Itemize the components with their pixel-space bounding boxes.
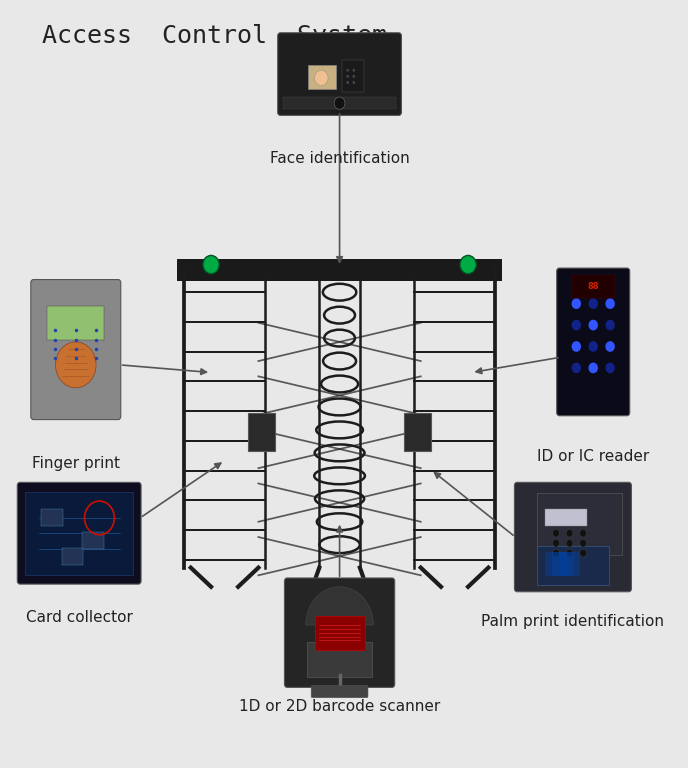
FancyBboxPatch shape xyxy=(552,551,574,576)
FancyBboxPatch shape xyxy=(545,509,587,526)
FancyBboxPatch shape xyxy=(284,578,395,687)
FancyBboxPatch shape xyxy=(314,616,365,650)
Circle shape xyxy=(203,256,219,274)
Circle shape xyxy=(352,81,355,84)
Circle shape xyxy=(588,341,598,352)
Circle shape xyxy=(588,298,598,309)
Wedge shape xyxy=(305,587,374,625)
Circle shape xyxy=(580,549,586,557)
Circle shape xyxy=(572,341,581,352)
Text: Palm print identification: Palm print identification xyxy=(482,614,665,629)
FancyBboxPatch shape xyxy=(545,551,567,576)
Circle shape xyxy=(346,68,349,71)
Text: 1D or 2D barcode scanner: 1D or 2D barcode scanner xyxy=(239,700,440,714)
FancyBboxPatch shape xyxy=(17,482,141,584)
Text: Face identification: Face identification xyxy=(270,151,409,166)
Circle shape xyxy=(580,539,586,547)
FancyBboxPatch shape xyxy=(278,33,402,115)
FancyBboxPatch shape xyxy=(307,642,372,677)
Circle shape xyxy=(588,319,598,330)
Ellipse shape xyxy=(56,342,96,388)
FancyBboxPatch shape xyxy=(62,548,83,564)
Circle shape xyxy=(352,68,355,71)
FancyBboxPatch shape xyxy=(178,260,502,280)
Text: Card collector: Card collector xyxy=(25,610,133,625)
FancyBboxPatch shape xyxy=(537,492,622,554)
FancyBboxPatch shape xyxy=(404,413,431,451)
Circle shape xyxy=(588,362,598,373)
FancyBboxPatch shape xyxy=(308,65,336,89)
FancyBboxPatch shape xyxy=(557,268,630,415)
Circle shape xyxy=(566,539,573,547)
Circle shape xyxy=(580,529,586,537)
Text: Access  Control  System: Access Control System xyxy=(42,25,387,48)
Circle shape xyxy=(346,74,349,78)
Circle shape xyxy=(552,529,559,537)
Circle shape xyxy=(572,319,581,330)
Circle shape xyxy=(552,549,559,557)
Text: Finger print: Finger print xyxy=(32,456,120,471)
Circle shape xyxy=(314,70,328,85)
FancyBboxPatch shape xyxy=(572,276,615,297)
FancyBboxPatch shape xyxy=(311,686,368,698)
Text: 88: 88 xyxy=(588,283,599,291)
Circle shape xyxy=(566,549,573,557)
Circle shape xyxy=(334,97,345,109)
FancyBboxPatch shape xyxy=(248,413,275,451)
Circle shape xyxy=(572,298,581,309)
FancyBboxPatch shape xyxy=(25,492,133,575)
Circle shape xyxy=(605,362,615,373)
Circle shape xyxy=(552,539,559,547)
FancyBboxPatch shape xyxy=(47,306,104,339)
Circle shape xyxy=(605,319,615,330)
Text: ID or IC reader: ID or IC reader xyxy=(537,449,649,464)
Circle shape xyxy=(605,298,615,309)
FancyBboxPatch shape xyxy=(41,509,63,526)
Circle shape xyxy=(346,81,349,84)
Circle shape xyxy=(605,341,615,352)
FancyBboxPatch shape xyxy=(283,97,396,109)
Circle shape xyxy=(460,256,476,274)
FancyBboxPatch shape xyxy=(342,60,364,91)
Circle shape xyxy=(566,529,573,537)
Circle shape xyxy=(572,362,581,373)
FancyBboxPatch shape xyxy=(515,482,632,592)
FancyBboxPatch shape xyxy=(31,280,121,419)
FancyBboxPatch shape xyxy=(537,546,609,585)
FancyBboxPatch shape xyxy=(559,551,581,576)
FancyBboxPatch shape xyxy=(82,532,103,549)
Circle shape xyxy=(352,74,355,78)
